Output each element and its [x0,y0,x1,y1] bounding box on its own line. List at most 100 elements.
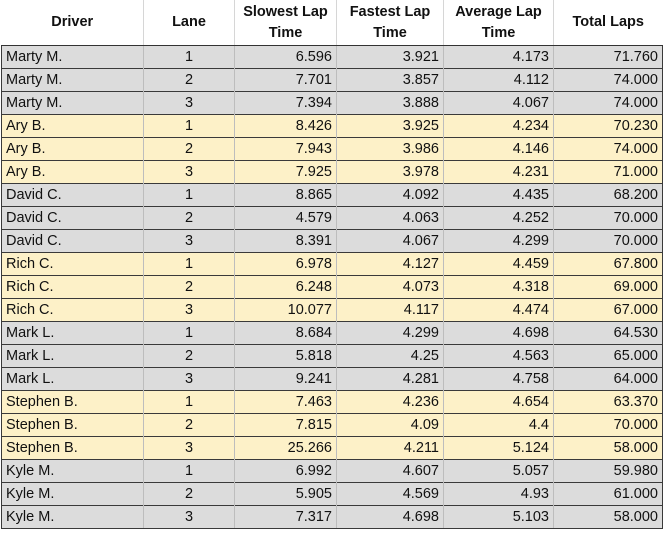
cell-lane[interactable]: 3 [143,298,235,322]
cell-fastest-lap-time[interactable]: 4.09 [336,413,444,437]
cell-lane[interactable]: 2 [143,68,235,92]
cell-average-lap-time[interactable]: 4.112 [443,68,554,92]
cell-total-laps[interactable]: 74.000 [553,68,663,92]
cell-lane[interactable]: 1 [143,252,235,276]
cell-lane[interactable]: 2 [143,413,235,437]
cell-driver[interactable]: Ary B. [1,114,144,138]
cell-average-lap-time[interactable]: 4.4 [443,413,554,437]
cell-total-laps[interactable]: 74.000 [553,91,663,115]
cell-average-lap-time[interactable]: 4.231 [443,160,554,184]
cell-lane[interactable]: 1 [143,114,235,138]
cell-average-lap-time[interactable]: 5.103 [443,505,554,529]
cell-total-laps[interactable]: 74.000 [553,137,663,161]
cell-fastest-lap-time[interactable]: 4.569 [336,482,444,506]
cell-average-lap-time[interactable]: 4.299 [443,229,554,253]
cell-lane[interactable]: 3 [143,229,235,253]
header-driver[interactable]: Driver [1,0,144,46]
cell-lane[interactable]: 1 [143,459,235,483]
cell-fastest-lap-time[interactable]: 4.698 [336,505,444,529]
cell-lane[interactable]: 3 [143,367,235,391]
cell-average-lap-time[interactable]: 5.124 [443,436,554,460]
cell-driver[interactable]: Marty M. [1,45,144,69]
cell-fastest-lap-time[interactable]: 3.921 [336,45,444,69]
cell-slowest-lap-time[interactable]: 6.978 [234,252,337,276]
cell-total-laps[interactable]: 67.000 [553,298,663,322]
cell-total-laps[interactable]: 71.000 [553,160,663,184]
cell-average-lap-time[interactable]: 4.93 [443,482,554,506]
cell-fastest-lap-time[interactable]: 3.888 [336,91,444,115]
cell-lane[interactable]: 2 [143,206,235,230]
cell-slowest-lap-time[interactable]: 7.815 [234,413,337,437]
header-total-laps[interactable]: Total Laps [553,0,663,46]
cell-total-laps[interactable]: 58.000 [553,505,663,529]
cell-slowest-lap-time[interactable]: 4.579 [234,206,337,230]
cell-total-laps[interactable]: 68.200 [553,183,663,207]
header-slowest-lap-time[interactable]: Slowest Lap Time [234,0,337,46]
cell-total-laps[interactable]: 69.000 [553,275,663,299]
cell-total-laps[interactable]: 58.000 [553,436,663,460]
cell-average-lap-time[interactable]: 4.563 [443,344,554,368]
cell-average-lap-time[interactable]: 4.698 [443,321,554,345]
cell-slowest-lap-time[interactable]: 6.992 [234,459,337,483]
cell-fastest-lap-time[interactable]: 4.073 [336,275,444,299]
cell-lane[interactable]: 1 [143,183,235,207]
cell-fastest-lap-time[interactable]: 4.127 [336,252,444,276]
cell-average-lap-time[interactable]: 4.758 [443,367,554,391]
cell-fastest-lap-time[interactable]: 4.25 [336,344,444,368]
cell-fastest-lap-time[interactable]: 3.986 [336,137,444,161]
cell-lane[interactable]: 3 [143,436,235,460]
cell-slowest-lap-time[interactable]: 7.317 [234,505,337,529]
cell-fastest-lap-time[interactable]: 3.857 [336,68,444,92]
cell-slowest-lap-time[interactable]: 8.391 [234,229,337,253]
cell-lane[interactable]: 3 [143,505,235,529]
cell-driver[interactable]: Kyle M. [1,505,144,529]
cell-lane[interactable]: 3 [143,91,235,115]
cell-slowest-lap-time[interactable]: 7.925 [234,160,337,184]
cell-driver[interactable]: David C. [1,206,144,230]
cell-slowest-lap-time[interactable]: 5.818 [234,344,337,368]
cell-slowest-lap-time[interactable]: 7.943 [234,137,337,161]
cell-average-lap-time[interactable]: 4.318 [443,275,554,299]
cell-average-lap-time[interactable]: 4.459 [443,252,554,276]
cell-driver[interactable]: Kyle M. [1,482,144,506]
cell-driver[interactable]: Rich C. [1,298,144,322]
cell-total-laps[interactable]: 70.000 [553,413,663,437]
header-lane[interactable]: Lane [143,0,235,46]
cell-average-lap-time[interactable]: 4.067 [443,91,554,115]
header-average-lap-time[interactable]: Average Lap Time [443,0,554,46]
cell-slowest-lap-time[interactable]: 8.684 [234,321,337,345]
header-fastest-lap-time[interactable]: Fastest Lap Time [336,0,444,46]
cell-driver[interactable]: Kyle M. [1,459,144,483]
cell-total-laps[interactable]: 64.000 [553,367,663,391]
cell-total-laps[interactable]: 71.760 [553,45,663,69]
cell-slowest-lap-time[interactable]: 5.905 [234,482,337,506]
cell-driver[interactable]: David C. [1,183,144,207]
cell-slowest-lap-time[interactable]: 6.596 [234,45,337,69]
cell-fastest-lap-time[interactable]: 3.978 [336,160,444,184]
cell-slowest-lap-time[interactable]: 7.394 [234,91,337,115]
cell-fastest-lap-time[interactable]: 4.299 [336,321,444,345]
cell-lane[interactable]: 1 [143,45,235,69]
cell-driver[interactable]: Stephen B. [1,436,144,460]
cell-driver[interactable]: Stephen B. [1,390,144,414]
cell-total-laps[interactable]: 67.800 [553,252,663,276]
cell-slowest-lap-time[interactable]: 8.426 [234,114,337,138]
cell-driver[interactable]: Mark L. [1,321,144,345]
cell-lane[interactable]: 2 [143,137,235,161]
cell-driver[interactable]: Mark L. [1,344,144,368]
cell-fastest-lap-time[interactable]: 4.117 [336,298,444,322]
cell-fastest-lap-time[interactable]: 4.092 [336,183,444,207]
cell-lane[interactable]: 2 [143,275,235,299]
cell-driver[interactable]: Rich C. [1,252,144,276]
cell-fastest-lap-time[interactable]: 4.236 [336,390,444,414]
cell-average-lap-time[interactable]: 4.435 [443,183,554,207]
cell-total-laps[interactable]: 63.370 [553,390,663,414]
cell-lane[interactable]: 3 [143,160,235,184]
cell-total-laps[interactable]: 70.000 [553,206,663,230]
cell-lane[interactable]: 2 [143,344,235,368]
cell-average-lap-time[interactable]: 4.146 [443,137,554,161]
cell-average-lap-time[interactable]: 4.173 [443,45,554,69]
cell-driver[interactable]: David C. [1,229,144,253]
cell-slowest-lap-time[interactable]: 9.241 [234,367,337,391]
cell-average-lap-time[interactable]: 4.654 [443,390,554,414]
